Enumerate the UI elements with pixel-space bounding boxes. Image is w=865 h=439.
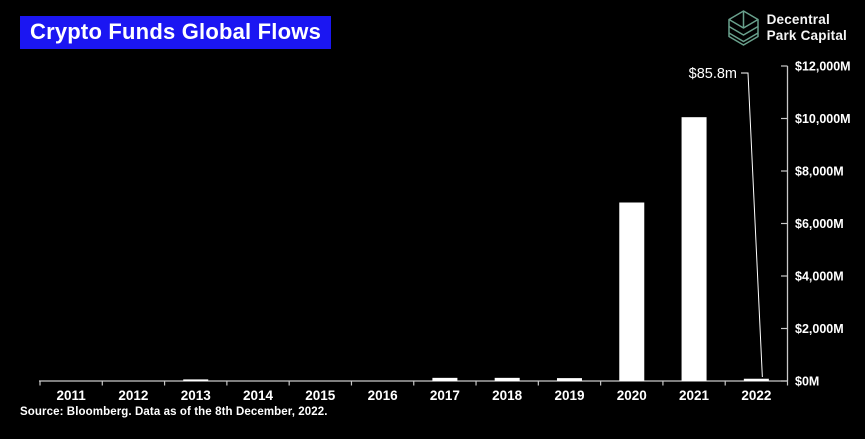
- x-axis-label: 2015: [305, 388, 336, 403]
- bar-2018: [494, 377, 520, 381]
- bar-2017: [432, 377, 458, 381]
- x-axis-label: 2020: [617, 388, 647, 403]
- y-axis-label: $10,000M: [795, 112, 851, 126]
- x-axis-label: 2017: [430, 388, 460, 403]
- bar-2020: [619, 202, 645, 381]
- x-axis-label: 2014: [243, 388, 274, 403]
- x-axis-label: 2011: [56, 388, 86, 403]
- x-axis-label: 2012: [118, 388, 148, 403]
- y-axis-label: $4,000M: [795, 270, 844, 284]
- logo: Decentral Park Capital: [726, 9, 847, 47]
- y-axis-label: $0M: [795, 375, 819, 389]
- bar-2021: [681, 117, 707, 381]
- y-axis-label: $8,000M: [795, 165, 844, 179]
- bar-2013: [183, 379, 209, 381]
- annotation-label: $85.8m: [689, 66, 737, 82]
- x-axis-label: 2021: [679, 388, 710, 403]
- x-axis-label: 2018: [492, 388, 523, 403]
- x-axis-label: 2022: [741, 388, 771, 403]
- x-axis-label: 2013: [181, 388, 212, 403]
- y-axis-label: $2,000M: [795, 322, 844, 336]
- y-axis-label: $12,000M: [795, 60, 851, 74]
- page-title: Crypto Funds Global Flows: [20, 16, 331, 49]
- bar-2019: [556, 378, 582, 381]
- source-note: Source: Bloomberg. Data as of the 8th De…: [20, 406, 328, 418]
- logo-line2: Park Capital: [766, 28, 847, 43]
- y-axis-label: $6,000M: [795, 217, 844, 231]
- x-axis-label: 2016: [368, 388, 399, 403]
- logo-text: Decentral Park Capital: [767, 12, 847, 43]
- layered-cube-icon: [727, 10, 759, 46]
- bar-2022: [743, 378, 769, 381]
- annotation-leader-line: [741, 72, 763, 378]
- x-axis-label: 2019: [554, 388, 584, 403]
- logo-line1: Decentral: [766, 12, 830, 28]
